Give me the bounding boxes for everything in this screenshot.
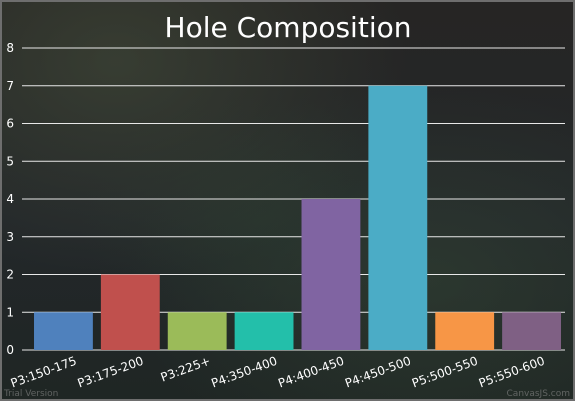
y-tick-label: 3	[6, 230, 14, 244]
y-tick-label: 1	[6, 305, 14, 319]
chart-title: Hole Composition	[165, 11, 412, 44]
watermark-trial: Trial Version	[3, 389, 58, 399]
bar-p3-175-200[interactable]	[100, 274, 160, 351]
x-category-label: P5:550-600	[477, 354, 547, 391]
x-category-label: P4:350-400	[209, 354, 279, 391]
x-category-label: P3:225+	[159, 354, 213, 385]
x-category-label: P4:400-450	[276, 354, 346, 391]
y-tick-label: 2	[6, 268, 14, 282]
bar-p4-350-400[interactable]	[234, 312, 294, 350]
bar-p4-450-500[interactable]	[368, 85, 428, 350]
x-category-label: P3:175-200	[76, 354, 146, 391]
bar-p3-150-175[interactable]	[34, 312, 93, 350]
y-tick-label: 5	[6, 154, 14, 168]
watermark-brand: CanvasJS.com	[507, 389, 570, 399]
bar-p5-550-600[interactable]	[502, 312, 561, 350]
y-axis-ticks: 0 1 2 3 4 5 6 7 8	[6, 41, 14, 357]
x-category-label: P5:500-550	[410, 354, 480, 391]
y-tick-label: 8	[6, 41, 14, 55]
bar-p3-225-[interactable]	[167, 312, 227, 350]
y-tick-label: 6	[6, 117, 14, 131]
x-category-label: P3:150-175	[9, 354, 79, 391]
bars	[34, 85, 561, 351]
bar-p5-500-550[interactable]	[435, 312, 495, 350]
y-tick-label: 0	[6, 343, 14, 357]
x-category-label: P4:450-500	[343, 354, 413, 391]
y-tick-label: 7	[6, 79, 14, 93]
y-tick-label: 4	[6, 192, 14, 206]
bar-p4-400-450[interactable]	[301, 199, 361, 350]
